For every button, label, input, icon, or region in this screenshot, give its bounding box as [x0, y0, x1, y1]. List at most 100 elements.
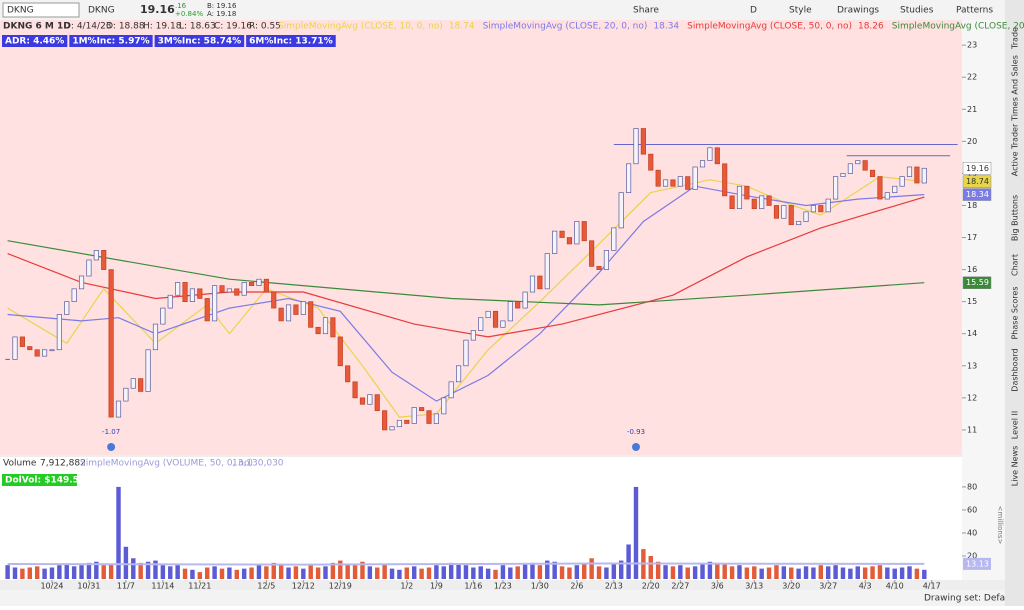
volume-bar [79, 565, 84, 579]
x-tick-label: 11/7 [117, 582, 135, 591]
volume-bar [375, 567, 380, 579]
button[interactable]: Drawings [837, 6, 879, 16]
candle [759, 195, 765, 210]
volume-bar [692, 566, 698, 579]
sidebar-tab[interactable]: Dashboard [1011, 348, 1020, 391]
candle [773, 205, 780, 219]
volume-bar [862, 567, 868, 579]
price-tag [962, 175, 992, 188]
symbol-input[interactable]: DKNG [7, 6, 34, 16]
volume-bar [471, 567, 476, 579]
volume-bar [160, 565, 166, 579]
y-tick-label: 23 [967, 41, 977, 50]
volume-bar [131, 558, 136, 579]
volume-bar [914, 568, 920, 579]
sidebar-tab[interactable]: Trade [1011, 27, 1020, 50]
volume-bar [670, 566, 676, 579]
study-value: 18.74 [449, 22, 475, 32]
candle [877, 176, 883, 200]
candle [271, 291, 277, 309]
symbol-box[interactable] [2, 2, 80, 18]
candle [56, 314, 62, 351]
badge-text: 6M%Inc: 13.71% [249, 37, 333, 47]
volume-bar [271, 562, 276, 579]
sidebar-tab[interactable]: Big Buttons [1011, 195, 1020, 241]
candle [803, 211, 809, 222]
volume-bar [101, 565, 106, 579]
sidebar-tab[interactable]: Times And Sales [1011, 55, 1020, 122]
drawing-set[interactable]: Drawing set: Default [924, 594, 1017, 604]
volume-bar [382, 564, 387, 579]
earnings-icon [107, 443, 116, 451]
candle [470, 330, 476, 341]
volume-bar [589, 558, 594, 579]
x-tick-label: 2/20 [642, 582, 660, 591]
x-tick-label: 11/21 [188, 582, 211, 591]
volume-bar [86, 562, 92, 579]
sidebar-tab[interactable]: Chart [1011, 254, 1020, 276]
candle [123, 387, 129, 402]
candle [662, 179, 669, 187]
dolvol: DolVol: $149.59M [5, 476, 94, 486]
badge-text: ADR: 4.46% [5, 37, 64, 47]
button[interactable]: Patterns [956, 6, 993, 16]
candle [160, 307, 166, 325]
x-tick-label: 10/31 [77, 582, 100, 591]
volume-bar [537, 565, 543, 579]
volume-bar [508, 567, 513, 579]
ohlc: C: 19.16 [214, 22, 252, 32]
volume-bar [5, 565, 10, 579]
candle [648, 153, 654, 171]
price-pane [0, 20, 962, 455]
candle [618, 192, 624, 229]
candle [833, 176, 839, 200]
volume-bar [567, 567, 572, 579]
volume-bar [877, 565, 883, 579]
volume-bar [515, 566, 520, 579]
x-tick-label: 3/20 [782, 582, 800, 591]
x-tick-label: 1/16 [464, 582, 482, 591]
candle [226, 288, 232, 293]
study-name: SimpleMovingAvg (CLOSE, 200, 0, no) [892, 22, 1024, 32]
sidebar [1005, 0, 1024, 606]
y-tick-label: 17 [967, 233, 977, 242]
candle [862, 160, 868, 171]
volume-bar [204, 567, 210, 579]
candle [611, 227, 617, 251]
volume-bar [12, 567, 18, 579]
sidebar-tab[interactable]: Level II [1011, 411, 1020, 439]
sidebar-tab[interactable]: Phase Scores [1011, 286, 1020, 339]
candle [670, 179, 676, 187]
sidebar-tab[interactable]: Live News [1011, 446, 1020, 487]
candle [219, 285, 225, 293]
button[interactable]: Style [789, 6, 812, 16]
candle [367, 394, 373, 405]
ohlc: R: 0.55 [249, 22, 281, 32]
toolbar [0, 0, 1005, 20]
volume-bar [389, 568, 395, 579]
volume-bar [729, 566, 735, 579]
x-tick-label: 2/6 [570, 582, 583, 591]
candle [86, 259, 92, 277]
volume-bar [330, 562, 336, 579]
ohlc: O: 18.88 [106, 22, 145, 32]
candle [655, 169, 661, 187]
volume-bar [278, 565, 284, 579]
volume-bar [530, 562, 535, 579]
volume-bar [227, 567, 232, 579]
button[interactable]: Studies [900, 6, 934, 16]
button[interactable]: D [750, 6, 757, 16]
candle [581, 221, 587, 242]
candle [27, 346, 33, 351]
sidebar-tab[interactable]: Active Trader [1011, 123, 1020, 176]
candle [419, 407, 425, 412]
candle [396, 419, 402, 428]
volume-bar [700, 564, 705, 579]
volume-bar [825, 566, 831, 579]
button[interactable]: Share [633, 6, 659, 16]
y-tick-label: 22 [967, 73, 977, 82]
candle [285, 304, 292, 322]
candle [766, 195, 772, 206]
candle [796, 221, 802, 226]
volume-ma-label-bg [963, 557, 991, 570]
